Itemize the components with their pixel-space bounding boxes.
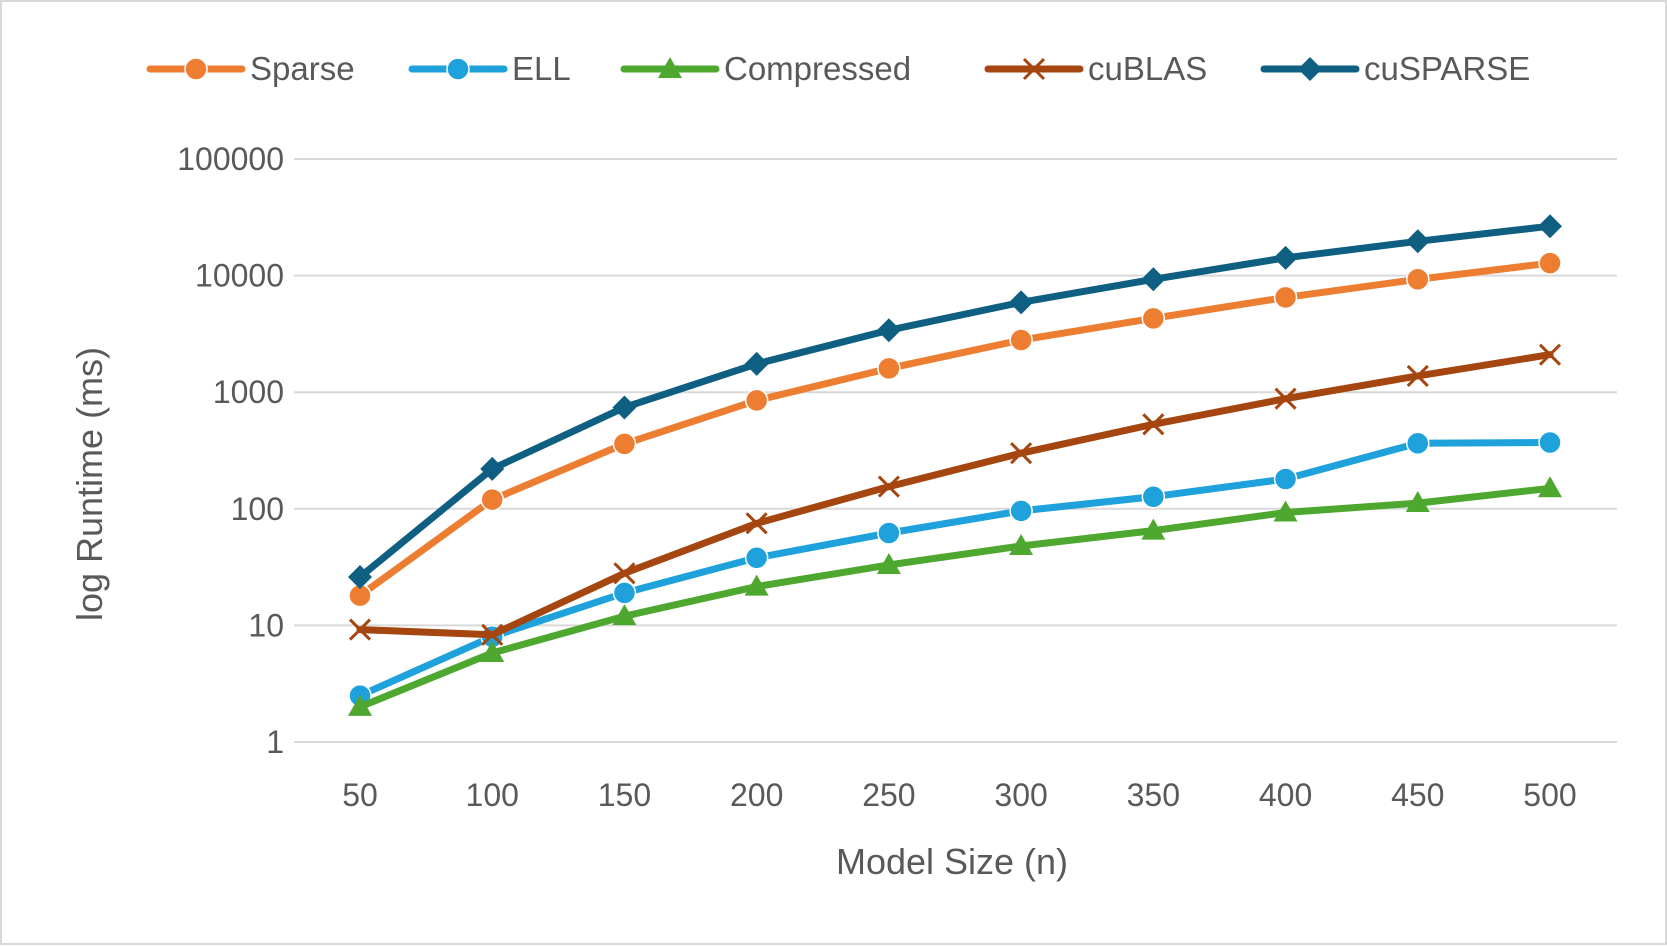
data-point-cublas (613, 562, 636, 585)
series-line-sparse (356, 259, 1554, 600)
data-point-cusparse (1009, 290, 1034, 315)
x-tick-label: 250 (862, 777, 915, 813)
x-tick-label: 200 (730, 777, 783, 813)
data-point-cublas (1142, 413, 1165, 436)
data-point-cublas (745, 512, 768, 535)
legend-item-cublas: cuBLAS (984, 50, 1207, 87)
series-line-cusparse (356, 222, 1554, 581)
data-point-compressed (1538, 476, 1562, 498)
x-tick-label: 500 (1523, 777, 1576, 813)
data-point-sparse (1538, 251, 1562, 275)
data-point-ell (1538, 430, 1562, 455)
data-point-sparse (1273, 285, 1298, 310)
series-line-compressed (356, 484, 1554, 711)
data-point-sparse (877, 356, 901, 381)
data-point-sparse (1141, 306, 1166, 331)
data-point-cusparse (1538, 214, 1562, 239)
data-point-sparse (480, 487, 504, 512)
legend-label-ell: ELL (512, 50, 571, 87)
y-tick-label: 1 (266, 724, 284, 760)
x-tick-label: 450 (1391, 777, 1444, 813)
data-point-ell (877, 521, 901, 545)
data-point-cusparse (480, 456, 505, 481)
data-point-cusparse (1273, 245, 1298, 270)
data-point-compressed (348, 694, 372, 716)
data-point-cusparse (1141, 267, 1166, 292)
data-point-cublas (877, 475, 900, 498)
data-point-compressed (1009, 533, 1034, 555)
data-point-compressed (1405, 491, 1430, 513)
legend-item-compressed: Compressed (620, 50, 911, 87)
legend-marker-sparse (184, 57, 208, 81)
data-point-cublas (348, 618, 372, 641)
data-point-ell (612, 581, 637, 605)
data-point-compressed (1141, 518, 1166, 540)
data-point-cusparse (744, 351, 769, 376)
data-point-compressed (876, 552, 901, 574)
data-point-ell (1406, 431, 1430, 455)
x-tick-label: 350 (1127, 777, 1180, 813)
legend-label-cublas: cuBLAS (1088, 50, 1207, 87)
data-point-compressed (612, 604, 637, 626)
x-axis-ticks: 50 100 150 200 250 300 350 400 450 500 (342, 777, 1576, 813)
legend-marker-compressed (658, 57, 682, 78)
series-sparse (348, 251, 1562, 608)
series-group (348, 214, 1562, 716)
series-line-ell (356, 439, 1554, 700)
legend-label-cusparse: cuSPARSE (1364, 50, 1530, 87)
series-cusparse (348, 214, 1562, 590)
data-point-compressed (480, 640, 505, 662)
x-tick-label: 50 (342, 777, 378, 813)
legend-label-compressed: Compressed (724, 50, 911, 87)
data-point-sparse (612, 432, 637, 456)
y-axis-ticks: 1 10 100 1000 10000 100000 (177, 141, 284, 760)
data-point-ell (1273, 467, 1298, 491)
data-point-cublas (1274, 387, 1297, 410)
legend-marker-ell (446, 57, 470, 81)
legend-item-cusparse: cuSPARSE (1260, 50, 1530, 87)
legend-item-sparse: Sparse (146, 50, 355, 87)
legend-marker-cublas (1022, 57, 1046, 81)
data-point-compressed (1273, 500, 1298, 522)
data-point-compressed (744, 574, 769, 596)
y-tick-label: 10000 (195, 258, 284, 294)
data-point-cublas (1538, 343, 1562, 366)
data-point-cusparse (876, 318, 901, 343)
x-tick-label: 400 (1259, 777, 1312, 813)
y-axis-title: log Runtime (ms) (69, 347, 110, 621)
y-tick-label: 100 (231, 491, 284, 527)
series-compressed (348, 476, 1562, 716)
data-point-sparse (1009, 328, 1033, 352)
legend: Sparse ELL Compressed cuBLAS cuSPARSE (146, 50, 1530, 87)
data-point-cublas (1010, 442, 1033, 465)
y-tick-label: 1000 (213, 374, 284, 410)
data-point-ell (1141, 484, 1166, 509)
data-point-sparse (1406, 267, 1430, 292)
y-tick-label: 100000 (177, 141, 284, 177)
data-point-cusparse (348, 565, 372, 590)
data-point-cusparse (1405, 229, 1430, 254)
x-tick-label: 150 (598, 777, 651, 813)
x-axis-title: Model Size (n) (836, 841, 1068, 882)
data-point-cusparse (612, 395, 637, 420)
data-point-cublas (481, 623, 504, 646)
y-tick-label: 10 (248, 607, 284, 643)
data-point-ell (1009, 499, 1033, 523)
x-tick-label: 300 (994, 777, 1047, 813)
series-line-cublas (356, 351, 1554, 639)
legend-marker-cusparse (1298, 57, 1322, 81)
x-tick-label: 100 (466, 777, 519, 813)
series-ell (348, 430, 1562, 708)
series-cublas (348, 343, 1562, 646)
legend-label-sparse: Sparse (250, 50, 355, 87)
legend-item-ell: ELL (408, 50, 571, 87)
data-point-sparse (744, 388, 769, 413)
data-point-ell (744, 546, 769, 570)
data-point-cublas (1406, 364, 1429, 387)
